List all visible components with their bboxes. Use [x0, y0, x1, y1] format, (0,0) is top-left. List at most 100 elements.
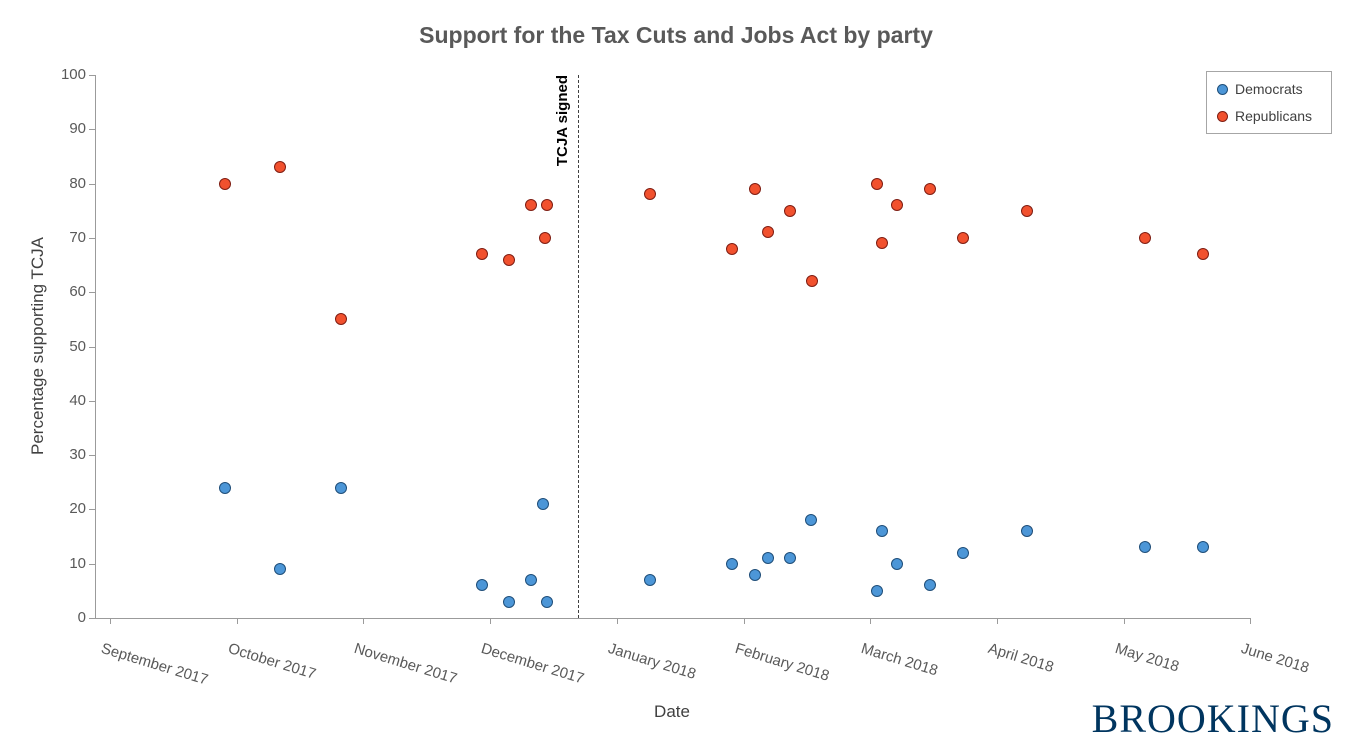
data-point-republicans [1197, 248, 1210, 261]
x-axis-tick-label: January 2018 [605, 640, 698, 683]
data-point-republicans [923, 183, 936, 196]
data-point-democrats [726, 557, 739, 570]
x-axis-tick-label: May 2018 [1112, 640, 1181, 676]
data-point-democrats [541, 595, 554, 608]
x-axis-tick-label: June 2018 [1239, 640, 1312, 677]
tcja-signed-label: TCJA signed [553, 75, 571, 167]
data-point-republicans [1139, 231, 1152, 244]
y-axis-tick [89, 455, 95, 457]
legend-label-republicans: Republicans [1235, 108, 1313, 124]
data-point-democrats [1197, 541, 1210, 554]
data-point-democrats [524, 573, 537, 586]
data-point-republicans [524, 199, 537, 212]
data-point-democrats [537, 497, 550, 510]
y-axis-tick [89, 618, 95, 619]
data-point-democrats [1021, 525, 1034, 538]
y-axis-tick-label: 70 [69, 228, 86, 246]
x-axis-tick [110, 618, 111, 624]
data-point-democrats [890, 557, 903, 570]
x-axis-tick [363, 618, 365, 624]
y-axis-tick [89, 129, 95, 131]
y-axis-tick [89, 509, 95, 511]
data-point-republicans [503, 253, 516, 266]
y-axis-tick [89, 183, 95, 185]
y-axis-tick-label: 0 [77, 609, 86, 626]
data-point-democrats [784, 552, 797, 565]
legend-box: Democrats Republicans [1206, 71, 1332, 134]
data-point-republicans [273, 161, 286, 174]
data-point-republicans [1021, 204, 1034, 217]
data-point-democrats [804, 514, 817, 527]
data-point-democrats [219, 481, 232, 494]
data-point-democrats [273, 563, 286, 576]
x-axis-tick-label: December 2017 [479, 640, 587, 688]
y-axis-tick [89, 237, 95, 239]
x-axis-tick [870, 618, 872, 624]
x-axis-tick [616, 618, 618, 624]
data-point-democrats [761, 552, 774, 565]
y-axis-tick-label: 50 [69, 337, 86, 355]
data-point-democrats [334, 481, 347, 494]
data-point-democrats [503, 595, 516, 608]
data-point-republicans [805, 275, 818, 288]
x-axis-line [95, 618, 1251, 619]
y-axis-line [95, 75, 96, 618]
data-point-democrats [875, 525, 888, 538]
data-point-republicans [643, 188, 656, 201]
y-axis-tick [89, 400, 95, 402]
data-point-republicans [219, 177, 232, 190]
x-axis-tick [236, 618, 238, 624]
y-axis-tick-label: 40 [69, 391, 86, 409]
data-point-republicans [476, 248, 489, 261]
x-axis-tick [743, 618, 745, 624]
y-axis-tick-label: 20 [69, 500, 86, 518]
data-point-republicans [726, 242, 739, 255]
data-point-democrats [923, 579, 936, 592]
y-axis-tick [89, 346, 95, 348]
y-axis-tick-label: 90 [69, 120, 86, 138]
x-axis-tick [1123, 618, 1125, 624]
data-point-republicans [956, 231, 969, 244]
y-axis-tick-label: 60 [69, 283, 86, 301]
x-axis-tick-label: March 2018 [859, 640, 940, 680]
data-point-republicans [538, 231, 551, 244]
data-point-democrats [643, 573, 656, 586]
x-axis-title: Date [654, 702, 690, 721]
data-point-democrats [748, 568, 761, 581]
y-axis-tick [89, 292, 95, 294]
democrats-marker-icon [1217, 83, 1228, 95]
republicans-marker-icon [1217, 110, 1228, 122]
y-axis-tick-label: 30 [69, 446, 86, 464]
data-point-democrats [956, 546, 969, 559]
data-point-republicans [334, 313, 347, 326]
data-point-republicans [875, 237, 888, 250]
data-point-republicans [784, 204, 797, 217]
y-axis-tick [89, 75, 95, 76]
x-axis-tick-label: November 2017 [352, 640, 460, 688]
chart-title: Support for the Tax Cuts and Jobs Act by… [419, 22, 933, 48]
x-axis-tick-label: April 2018 [985, 640, 1056, 677]
legend-label-democrats: Democrats [1235, 81, 1303, 97]
y-axis-tick [89, 563, 95, 565]
data-point-democrats [1139, 541, 1152, 554]
legend-entry-democrats: Democrats [1217, 81, 1321, 97]
x-axis-tick-label: September 2017 [99, 640, 211, 689]
x-axis-tick [996, 618, 998, 624]
y-axis-tick-label: 100 [60, 66, 86, 83]
y-axis-tick-label: 10 [69, 554, 86, 572]
data-point-republicans [890, 199, 903, 212]
data-point-democrats [870, 584, 883, 597]
y-axis-title: Percentage supporting TCJA [28, 237, 47, 455]
data-point-democrats [476, 579, 489, 592]
y-axis-tick-label: 80 [69, 174, 86, 192]
data-point-republicans [761, 226, 774, 239]
x-axis-tick-label: February 2018 [732, 640, 831, 685]
data-point-republicans [870, 177, 883, 190]
brookings-logo: BROOKINGS [1091, 696, 1334, 741]
tcja-signed-line [577, 75, 579, 618]
legend-entry-republicans: Republicans [1217, 108, 1321, 124]
x-axis-tick [490, 618, 492, 624]
x-axis-tick [1250, 618, 1252, 624]
